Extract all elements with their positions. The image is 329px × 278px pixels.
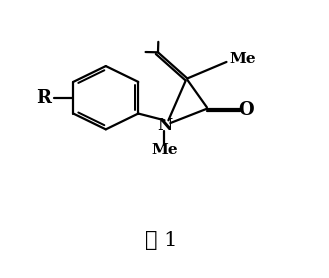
Text: O: O xyxy=(238,101,254,119)
Text: N: N xyxy=(157,117,172,134)
Text: R: R xyxy=(37,89,51,107)
Text: Me: Me xyxy=(230,52,256,66)
Text: 式 1: 式 1 xyxy=(145,231,177,250)
Text: Me: Me xyxy=(151,143,178,157)
